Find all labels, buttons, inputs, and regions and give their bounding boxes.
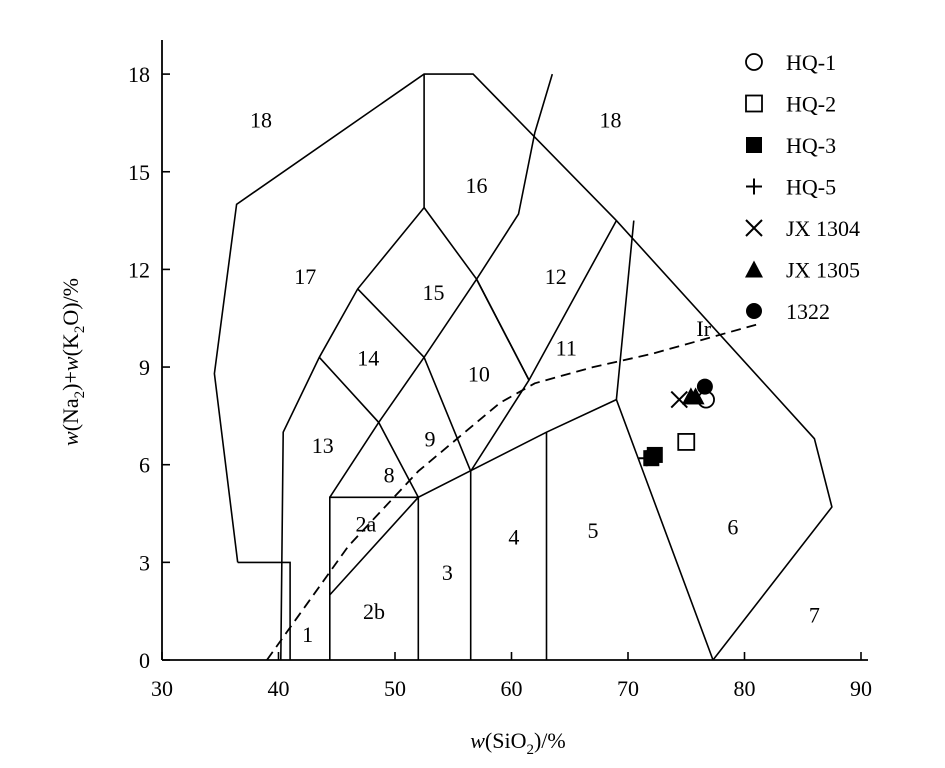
x-ticks: 30 40 50 60 70 80 90 <box>151 652 872 701</box>
field-label: 2b <box>363 599 385 624</box>
data-points <box>638 378 715 467</box>
field-label: 12 <box>545 264 567 289</box>
data-point <box>670 390 688 409</box>
field-label: 7 <box>809 602 820 627</box>
y-tick-label: 3 <box>139 550 150 575</box>
x-tick-label: 40 <box>268 676 290 701</box>
y-tick-label: 18 <box>128 62 150 87</box>
field-label: 2a <box>355 511 376 536</box>
x-tick-label: 80 <box>734 676 756 701</box>
legend-label: HQ-3 <box>786 133 836 158</box>
field-boundary-line <box>213 73 833 661</box>
legend-label: HQ-5 <box>786 175 836 200</box>
field-boundary-line <box>469 220 618 660</box>
data-point <box>686 387 705 405</box>
data-point <box>638 450 655 467</box>
legend-label: 1322 <box>786 299 830 324</box>
legend-marker <box>745 260 763 278</box>
y-tick-label: 9 <box>139 355 150 380</box>
legend-marker <box>746 303 762 319</box>
data-point <box>696 378 713 395</box>
y-axis-title: w(Na2)+w(K2O)/% <box>58 278 88 446</box>
field-label: Ir <box>696 316 711 341</box>
y-tick-label: 6 <box>139 453 150 478</box>
ir-dividing-line <box>266 323 757 661</box>
field-label: 8 <box>384 462 395 487</box>
field-boundary-line <box>615 220 635 400</box>
field-boundary-line <box>318 356 420 498</box>
x-tick-label: 30 <box>151 676 173 701</box>
field-label: 6 <box>727 515 738 540</box>
field-boundary-line <box>329 496 420 660</box>
x-tick-label: 50 <box>384 676 406 701</box>
field-label: 13 <box>312 433 334 458</box>
field-label: 18 <box>250 108 272 133</box>
field-label: 10 <box>468 362 490 387</box>
legend-label: HQ-1 <box>786 50 836 75</box>
legend-marker <box>746 137 762 153</box>
legend: HQ-1 HQ-2 HQ-3 HQ-5 JX 1304 JX 1305 1322 <box>745 50 860 324</box>
legend-marker <box>745 94 763 113</box>
y-tick-label: 15 <box>128 160 150 185</box>
legend-label: JX 1304 <box>786 216 860 241</box>
field-label: 18 <box>600 108 622 133</box>
x-axis-title: w(SiO2)/% <box>470 728 566 758</box>
field-label: 14 <box>357 345 379 370</box>
field-boundary-line <box>329 277 530 498</box>
legend-marker <box>746 178 762 195</box>
field-label: 1 <box>302 622 313 647</box>
field-boundary-line <box>475 73 554 280</box>
axes <box>161 40 868 661</box>
data-point <box>677 433 696 451</box>
field-label: 9 <box>424 427 435 452</box>
field-label: 4 <box>508 524 519 549</box>
field-label: 15 <box>422 280 444 305</box>
legend-label: HQ-2 <box>786 92 836 117</box>
field-boundary-line <box>357 288 472 472</box>
x-tick-label: 60 <box>501 676 523 701</box>
legend-marker <box>745 53 763 71</box>
legend-marker <box>745 219 763 237</box>
field-label: 5 <box>588 518 599 543</box>
y-tick-label: 12 <box>128 257 150 282</box>
field-label: 3 <box>442 560 453 585</box>
field-labels: 1 2a 2b 3 4 5 6 7 8 9 10 11 12 13 14 15 16 17 18 18 Ir <box>250 108 820 647</box>
y-tick-label: 0 <box>139 648 150 673</box>
y-ticks: 0 3 6 9 12 15 18 <box>128 62 170 673</box>
field-label: 16 <box>466 173 488 198</box>
field-boundary-line <box>280 74 425 661</box>
x-tick-label: 90 <box>850 676 872 701</box>
field-boundaries <box>213 73 833 661</box>
legend-label: JX 1305 <box>786 258 860 283</box>
field-label: 11 <box>556 336 577 361</box>
x-tick-label: 70 <box>617 676 639 701</box>
field-label: 17 <box>294 264 316 289</box>
